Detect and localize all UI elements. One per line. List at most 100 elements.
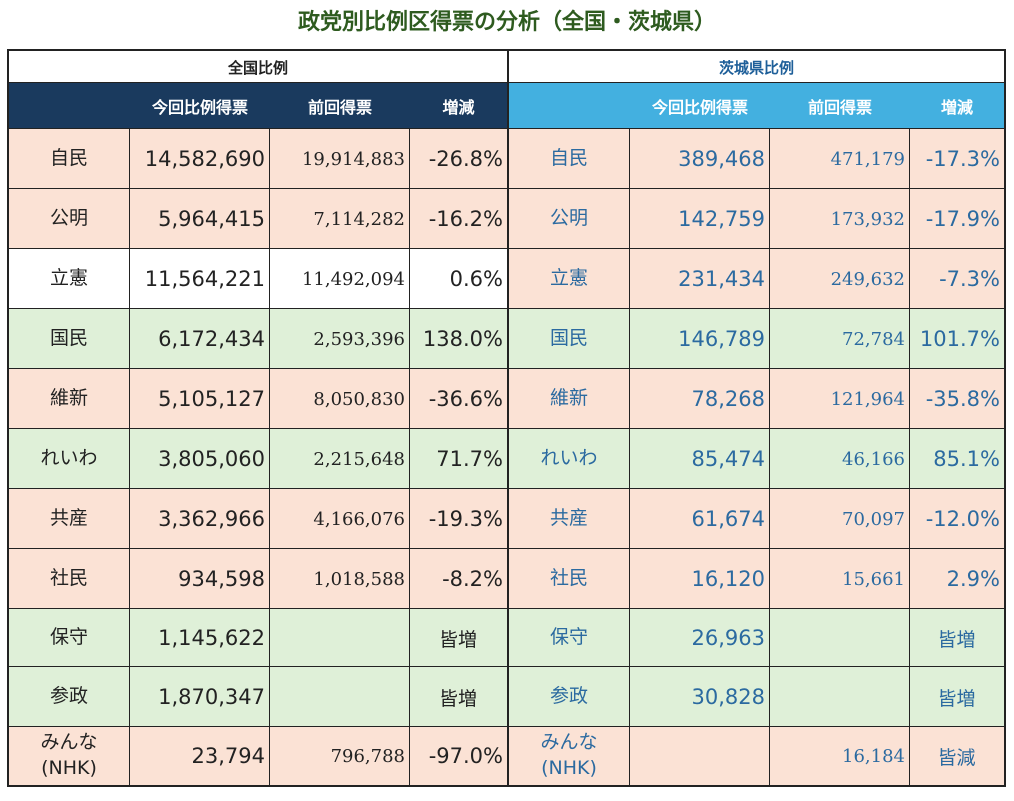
- ibr-change: 皆増: [909, 609, 1004, 667]
- nat-current-votes: 23,794: [129, 727, 269, 785]
- nat-party-name: 国民: [9, 309, 129, 369]
- nat-previous-votes: 4,166,076: [269, 489, 409, 549]
- ibr-party-name: れいわ: [509, 429, 629, 489]
- ibr-party-name: みんな (NHK): [509, 727, 629, 785]
- ibr-party-name: 社民: [509, 549, 629, 609]
- ibr-party-name: 保守: [509, 609, 629, 667]
- ibr-party-name: 参政: [509, 667, 629, 727]
- nat-change: 皆増: [409, 609, 507, 667]
- ibr-change: 85.1%: [909, 429, 1004, 489]
- ibr-change: -17.3%: [909, 129, 1004, 189]
- page-title: 政党別比例区得票の分析（全国・茨城県）: [297, 9, 716, 35]
- vote-analysis-table: 全国比例 茨城県比例 今回比例得票 前回得票 増減 今回比例得票 前回得票 増減…: [7, 49, 1006, 787]
- ibr-current-votes: 30,828: [629, 667, 769, 727]
- nat-current-votes: 3,805,060: [129, 429, 269, 489]
- national-section-label: 全国比例: [227, 58, 288, 77]
- nat-current-votes: 11,564,221: [129, 249, 269, 309]
- ibr-change: -12.0%: [909, 489, 1004, 549]
- ibr-current-votes: 85,474: [629, 429, 769, 489]
- ibr-header-previous: 前回得票: [770, 83, 910, 129]
- nat-current-votes: 5,105,127: [129, 369, 269, 429]
- nat-change: 皆増: [409, 667, 507, 727]
- nat-previous-votes: 11,492,094: [269, 249, 409, 309]
- ibr-change: -35.8%: [909, 369, 1004, 429]
- ibr-party-name: 自民: [509, 129, 629, 189]
- nat-change: 71.7%: [409, 429, 507, 489]
- nat-party-name: れいわ: [9, 429, 129, 489]
- nat-header-change: 増減: [410, 83, 507, 129]
- nat-change: -26.8%: [409, 129, 507, 189]
- nat-change: 138.0%: [409, 309, 507, 369]
- ibr-previous-votes: 72,784: [769, 309, 909, 369]
- nat-previous-votes: 2,215,648: [269, 429, 409, 489]
- ibr-previous-votes: [769, 667, 909, 727]
- nat-current-votes: 6,172,434: [129, 309, 269, 369]
- ibr-header-change: 増減: [910, 83, 1004, 129]
- nat-change: -36.6%: [409, 369, 507, 429]
- nat-current-votes: 1,870,347: [129, 667, 269, 727]
- ibr-change: -7.3%: [909, 249, 1004, 309]
- ibr-previous-votes: 16,184: [769, 727, 909, 785]
- ibr-current-votes: 146,789: [629, 309, 769, 369]
- nat-party-name: 公明: [9, 189, 129, 249]
- nat-current-votes: 934,598: [129, 549, 269, 609]
- nat-change: -16.2%: [409, 189, 507, 249]
- ibr-previous-votes: 249,632: [769, 249, 909, 309]
- ibr-party-name: 国民: [509, 309, 629, 369]
- nat-current-votes: 1,145,622: [129, 609, 269, 667]
- ibr-current-votes: 26,963: [629, 609, 769, 667]
- nat-party-name: 立憲: [9, 249, 129, 309]
- ibr-current-votes: 61,674: [629, 489, 769, 549]
- nat-change: -97.0%: [409, 727, 507, 785]
- nat-previous-votes: [269, 609, 409, 667]
- ibr-party-name: 公明: [509, 189, 629, 249]
- nat-previous-votes: 2,593,396: [269, 309, 409, 369]
- ibr-party-name: 立憲: [509, 249, 629, 309]
- ibr-current-votes: 78,268: [629, 369, 769, 429]
- nat-previous-votes: 1,018,588: [269, 549, 409, 609]
- nat-change: -8.2%: [409, 549, 507, 609]
- nat-party-name: 参政: [9, 667, 129, 727]
- nat-previous-votes: [269, 667, 409, 727]
- ibr-header-party: [509, 83, 630, 129]
- ibr-change: 2.9%: [909, 549, 1004, 609]
- ibr-change: 101.7%: [909, 309, 1004, 369]
- nat-current-votes: 5,964,415: [129, 189, 269, 249]
- nat-previous-votes: 19,914,883: [269, 129, 409, 189]
- nat-party-name: 保守: [9, 609, 129, 667]
- nat-previous-votes: 8,050,830: [269, 369, 409, 429]
- ibr-current-votes: 389,468: [629, 129, 769, 189]
- ibr-previous-votes: 173,932: [769, 189, 909, 249]
- nat-party-name: 社民: [9, 549, 129, 609]
- nat-current-votes: 14,582,690: [129, 129, 269, 189]
- ibr-previous-votes: 471,179: [769, 129, 909, 189]
- nat-current-votes: 3,362,966: [129, 489, 269, 549]
- ibr-previous-votes: 46,166: [769, 429, 909, 489]
- nat-party-name: 共産: [9, 489, 129, 549]
- nat-change: 0.6%: [409, 249, 507, 309]
- nat-party-name: 自民: [9, 129, 129, 189]
- ibr-previous-votes: 15,661: [769, 549, 909, 609]
- nat-header-party: [9, 83, 130, 129]
- ibr-party-name: 共産: [509, 489, 629, 549]
- nat-header-previous: 前回得票: [270, 83, 410, 129]
- ibr-previous-votes: 70,097: [769, 489, 909, 549]
- ibr-previous-votes: 121,964: [769, 369, 909, 429]
- ibr-previous-votes: [769, 609, 909, 667]
- ibr-change: 皆減: [909, 727, 1004, 785]
- ibaraki-section-label: 茨城県比例: [718, 58, 794, 77]
- ibr-change: 皆増: [909, 667, 1004, 727]
- ibr-header-current: 今回比例得票: [630, 83, 770, 129]
- nat-previous-votes: 796,788: [269, 727, 409, 785]
- ibr-change: -17.9%: [909, 189, 1004, 249]
- nat-change: -19.3%: [409, 489, 507, 549]
- nat-party-name: 維新: [9, 369, 129, 429]
- ibr-current-votes: 231,434: [629, 249, 769, 309]
- nat-party-name: みんな (NHK): [9, 727, 129, 785]
- ibr-current-votes: 16,120: [629, 549, 769, 609]
- ibr-current-votes: [629, 727, 769, 785]
- nat-previous-votes: 7,114,282: [269, 189, 409, 249]
- ibr-party-name: 維新: [509, 369, 629, 429]
- ibr-current-votes: 142,759: [629, 189, 769, 249]
- nat-header-current: 今回比例得票: [130, 83, 270, 129]
